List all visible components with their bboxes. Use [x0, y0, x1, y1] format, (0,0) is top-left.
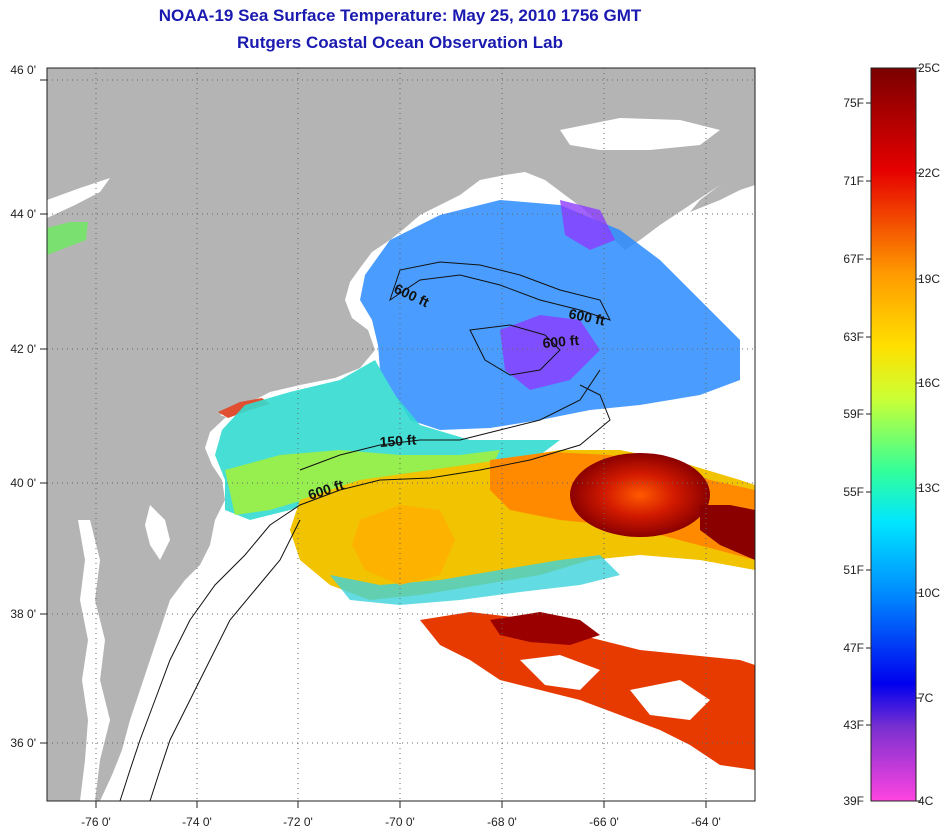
- plot-area: 600 ft 600 ft 600 ft 150 ft 600 ft: [47, 68, 755, 801]
- gulf-purple-patches: [500, 200, 615, 390]
- lake-warm-patch: [47, 222, 88, 255]
- gulf-of-maine-water: [360, 200, 740, 430]
- land-mass: [47, 68, 755, 801]
- lon-label: -76 0': [81, 815, 111, 829]
- delaware-bay: [145, 505, 170, 560]
- colorbar-f-label: 59F: [843, 407, 864, 421]
- colorbar-f-label: 55F: [843, 485, 864, 499]
- lat-label: 40 0': [10, 476, 36, 490]
- colorbar-c-label: 16C: [918, 376, 940, 390]
- colorbar-f-label: 63F: [843, 330, 864, 344]
- colorbar-c-label: 10C: [918, 586, 940, 600]
- nova-scotia: [690, 150, 755, 212]
- lat-label: 42 0': [10, 342, 36, 356]
- colorbar-f-label: 71F: [843, 174, 864, 188]
- map-title: NOAA-19 Sea Surface Temperature: May 25,…: [158, 6, 642, 25]
- lon-label: -68 0': [487, 815, 517, 829]
- lon-label: -72 0': [283, 815, 313, 829]
- colorbar-c-label: 22C: [918, 166, 940, 180]
- chesapeake-bay: [78, 520, 110, 801]
- lon-label: -74 0': [182, 815, 212, 829]
- gulf-of-st-lawrence: [560, 118, 720, 150]
- contour-label-150ft: 150 ft: [379, 431, 417, 450]
- lat-lon-grid: [47, 68, 755, 801]
- colorbar-f-label: 51F: [843, 563, 864, 577]
- colorbar-ticks: [866, 67, 921, 802]
- lon-label: -66 0': [589, 815, 619, 829]
- colorbar-f-label: 39F: [843, 794, 864, 808]
- colorbar-c-label: 4C: [918, 794, 934, 808]
- colorbar-c-label: 13C: [918, 481, 940, 495]
- lat-label: 36 0': [10, 736, 36, 750]
- contour-label-600ft-2: 600 ft: [567, 305, 606, 328]
- plot-frame: [46, 67, 756, 802]
- cyan-band: [330, 555, 620, 605]
- warm-core-eddy-east: [570, 453, 710, 537]
- lat-label: 38 0': [10, 607, 36, 621]
- gulf-stream-core: [700, 505, 755, 560]
- warm-core-eddy-west: [352, 505, 455, 585]
- colorbar-f-label: 67F: [843, 252, 864, 266]
- colorbar-c-label: 19C: [918, 272, 940, 286]
- colorbar-f-label: 43F: [843, 718, 864, 732]
- axis-ticks: [40, 79, 707, 808]
- colorbar: [870, 67, 917, 802]
- lat-label: 46 0': [10, 63, 36, 77]
- lat-label: 44 0': [10, 207, 36, 221]
- lake-ontario: [47, 178, 110, 218]
- lon-label: -70 0': [385, 815, 415, 829]
- colorbar-c-label: 25C: [918, 61, 940, 75]
- lon-label: -64 0': [691, 815, 721, 829]
- bathymetry-contours: [119, 261, 611, 801]
- cloud-gaps: [520, 590, 755, 720]
- contour-label-600ft-3: 600 ft: [542, 332, 580, 351]
- colorbar-f-label: 75F: [843, 96, 864, 110]
- dark-red-patch-south: [490, 612, 600, 645]
- map-subtitle: Rutgers Coastal Ocean Observation Lab: [237, 33, 563, 52]
- colorbar-f-label: 47F: [843, 641, 864, 655]
- warm-patches-south: [420, 612, 755, 770]
- colorbar-c-label: 7C: [918, 691, 934, 705]
